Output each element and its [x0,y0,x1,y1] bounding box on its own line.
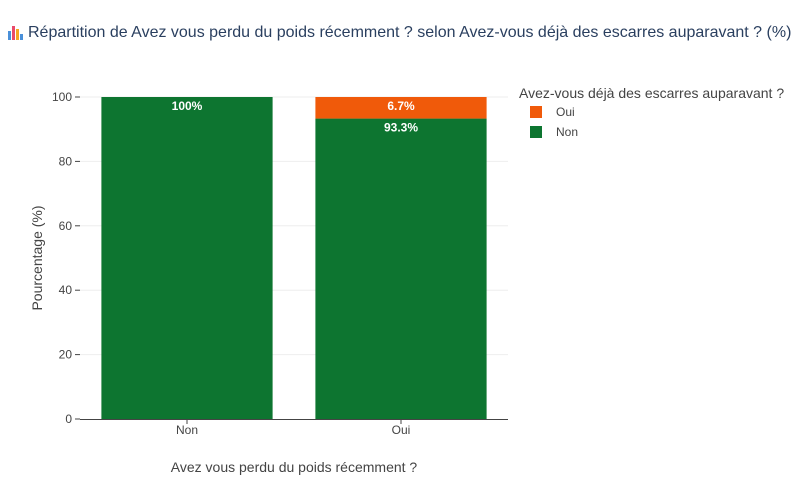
legend-item-non[interactable]: Non [530,125,578,139]
bar-oui-oui[interactable] [315,97,487,119]
chart-title: Répartition de Avez vous perdu du poids … [8,24,791,42]
legend-item-oui[interactable]: Oui [530,105,575,119]
bar-oui-non[interactable] [315,118,487,419]
bar-data-label: 100% [172,99,203,113]
y-tick-label: 80 [59,154,73,168]
y-ticks: 0 20 40 60 80 100 [52,90,80,426]
legend-swatch [530,106,542,118]
bar-data-label: 6.7% [387,99,415,113]
x-tick-label: Non [176,423,198,437]
legend-label: Oui [556,105,575,119]
x-tick-label: Oui [392,423,411,437]
legend[interactable]: Avez-vous déjà des escarres auparavant ?… [519,85,784,139]
bar-labels-group: 100% 93.3% 6.7% [172,99,419,135]
x-ticks: Non Oui [176,419,410,437]
bar-data-label: 93.3% [384,121,418,135]
y-tick-label: 0 [65,412,72,426]
legend-title: Avez-vous déjà des escarres auparavant ? [519,85,784,101]
legend-swatch [530,126,542,138]
legend-label: Non [556,125,578,139]
bar-non-non[interactable] [101,97,273,419]
bar-chart-icon [8,26,23,40]
bars-group [101,97,487,419]
chart-title-text: Répartition de Avez vous perdu du poids … [28,24,792,41]
y-axis-title: Pourcentage (%) [29,205,45,310]
y-tick-label: 100 [52,90,72,104]
y-tick-label: 60 [59,219,73,233]
x-axis-title: Avez vous perdu du poids récemment ? [171,459,418,475]
y-tick-label: 20 [59,348,73,362]
y-tick-label: 40 [59,283,73,297]
